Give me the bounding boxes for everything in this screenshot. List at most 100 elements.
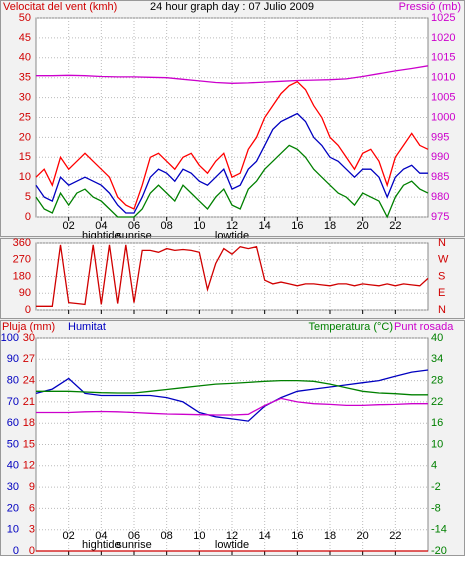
- y2-tick-label: -2: [431, 481, 441, 493]
- series-line: [35, 369, 429, 422]
- x-tick-label: 02: [63, 530, 75, 542]
- series-line: [36, 244, 429, 307]
- x-tick-label: 10: [193, 530, 205, 542]
- y2-tick-label: 16: [431, 417, 443, 429]
- y2-tick-label: 1005: [431, 92, 455, 104]
- y2-tick-label: 1010: [431, 72, 455, 84]
- y-tick-label: 90: [7, 353, 19, 365]
- y-tick-label: 80: [7, 375, 19, 387]
- y3-tick-label: 27: [23, 353, 35, 365]
- annotation: sunrise: [116, 539, 151, 551]
- y3-tick-label: 18: [23, 417, 35, 429]
- y2-tick-label: -20: [431, 545, 447, 556]
- y2-tick-label: 980: [431, 191, 449, 203]
- y3-tick-label: 12: [23, 460, 35, 472]
- series-line: [36, 397, 428, 416]
- y3-tick-label: 9: [29, 481, 35, 493]
- y2-tick-label: 1025: [431, 12, 455, 24]
- y-tick-label: 60: [7, 417, 19, 429]
- x-tick-label: 04: [95, 530, 107, 542]
- y2-tick-label: N: [438, 237, 446, 249]
- y2-tick-label: 1000: [431, 111, 455, 123]
- y2-tick-label: 1015: [431, 52, 455, 64]
- y2-tick-label: 985: [431, 171, 449, 183]
- x-tick-label: 12: [226, 530, 238, 542]
- y-tick-label: 35: [19, 72, 31, 84]
- series-line: [36, 65, 429, 84]
- y2-tick-label: 975: [431, 211, 449, 223]
- y2-tick-label: W: [438, 254, 449, 266]
- y-tick-label: 30: [7, 481, 19, 493]
- x-tick-label: 16: [291, 530, 303, 542]
- y-tick-label: 20: [7, 502, 19, 514]
- series-label: Pluja (mm): [2, 321, 55, 333]
- annotation: hightide: [82, 539, 121, 551]
- y3-tick-label: 30: [23, 332, 35, 344]
- y2-tick-label: 22: [431, 396, 443, 408]
- y2-tick-label: S: [438, 270, 445, 282]
- y2-tick-label: -14: [431, 524, 447, 536]
- y-tick-label: 180: [13, 270, 31, 282]
- chart-title: 24 hour graph day : 07 Julio 2009: [150, 1, 314, 13]
- y-tick-label: 0: [13, 545, 19, 556]
- y3-tick-label: 6: [29, 502, 35, 514]
- series-line: [35, 144, 429, 219]
- y2-tick-label: 28: [431, 375, 443, 387]
- y-tick-label: 90: [19, 287, 31, 299]
- y2-tick-label: 40: [431, 332, 443, 344]
- y2-tick-label: -8: [431, 502, 441, 514]
- x-tick-label: 10: [193, 220, 205, 232]
- y-tick-label: 30: [19, 92, 31, 104]
- series-line: [35, 80, 429, 210]
- series-label: Punt rosada: [394, 321, 454, 333]
- y2-axis-label: Pressió (mb): [399, 1, 461, 13]
- x-tick-label: 20: [357, 220, 369, 232]
- x-tick-label: 18: [324, 530, 336, 542]
- y2-tick-label: N: [438, 304, 446, 316]
- y-tick-label: 0: [25, 211, 31, 223]
- x-tick-label: 22: [389, 220, 401, 232]
- y2-tick-label: E: [438, 287, 445, 299]
- y-tick-label: 40: [19, 52, 31, 64]
- series-line: [36, 379, 428, 396]
- annotation: lowtide: [215, 539, 249, 551]
- y-axis-label: Velocitat del vent (kmh): [3, 1, 117, 13]
- y-tick-label: 10: [7, 524, 19, 536]
- y3-tick-label: 24: [23, 375, 35, 387]
- x-tick-label: 06: [128, 220, 140, 232]
- x-tick-label: 18: [324, 220, 336, 232]
- y3-tick-label: 3: [29, 524, 35, 536]
- x-tick-label: 04: [95, 220, 107, 232]
- y2-tick-label: 4: [431, 460, 437, 472]
- x-tick-label: 14: [259, 220, 271, 232]
- y2-tick-label: 10: [431, 438, 443, 450]
- y-tick-label: 40: [7, 460, 19, 472]
- x-tick-label: 08: [161, 530, 173, 542]
- y-tick-label: 50: [19, 12, 31, 24]
- x-tick-label: 08: [161, 220, 173, 232]
- y-tick-label: 70: [7, 396, 19, 408]
- y-tick-label: 5: [25, 191, 31, 203]
- y3-tick-label: 0: [29, 545, 35, 556]
- y-tick-label: 45: [19, 32, 31, 44]
- series-line: [35, 112, 428, 214]
- x-tick-label: 06: [128, 530, 140, 542]
- y-tick-label: 270: [13, 254, 31, 266]
- y3-tick-label: 15: [23, 438, 35, 450]
- x-tick-label: 16: [291, 220, 303, 232]
- x-tick-label: 22: [389, 530, 401, 542]
- y-tick-label: 100: [1, 332, 19, 344]
- y2-tick-label: 995: [431, 131, 449, 143]
- series-label: Humitat: [68, 321, 106, 333]
- y-tick-label: 0: [25, 304, 31, 316]
- y-tick-label: 25: [19, 111, 31, 123]
- y2-tick-label: 990: [431, 151, 449, 163]
- series-label: Temperatura (°C): [309, 321, 393, 333]
- x-tick-label: 12: [226, 220, 238, 232]
- y2-tick-label: 1020: [431, 32, 455, 44]
- y-tick-label: 50: [7, 438, 19, 450]
- y-tick-label: 15: [19, 151, 31, 163]
- x-tick-label: 20: [357, 530, 369, 542]
- y3-tick-label: 21: [23, 396, 35, 408]
